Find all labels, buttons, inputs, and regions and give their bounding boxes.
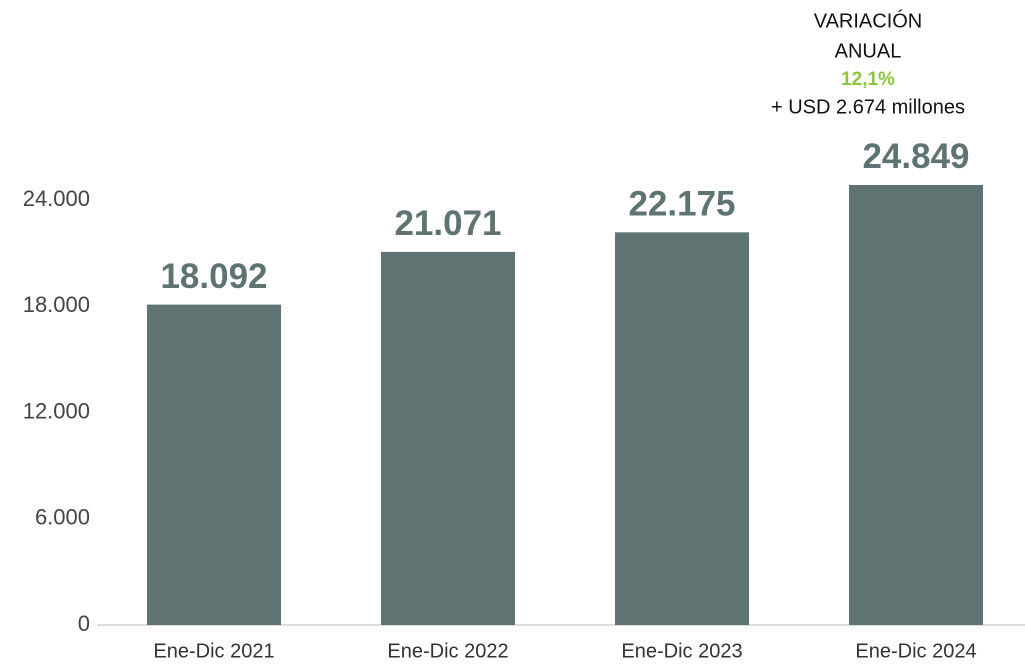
annotation: + USD 2.674 millones [771,96,965,118]
value-label: 22.175 [628,185,735,224]
bar [147,304,281,625]
bar [615,232,749,626]
annotation: ANUAL [835,40,902,62]
bar [381,251,515,625]
x-tick-label: Ene-Dic 2023 [621,640,742,662]
y-tick-label: 0 [78,611,90,636]
annotation: VARIACIÓN [814,9,923,32]
y-tick-label: 12.000 [23,398,90,423]
x-tick-label: Ene-Dic 2022 [387,640,508,662]
value-label: 18.092 [160,257,267,296]
y-tick-label: 6.000 [35,505,90,530]
value-label: 24.849 [862,137,969,176]
annotation: 12,1% [841,69,895,90]
bar [849,184,983,625]
x-tick-label: Ene-Dic 2024 [855,640,976,662]
y-tick-label: 18.000 [23,292,90,317]
y-tick-label: 24.000 [23,186,90,211]
x-tick-label: Ene-Dic 2021 [153,640,274,662]
value-label: 21.071 [394,204,501,243]
